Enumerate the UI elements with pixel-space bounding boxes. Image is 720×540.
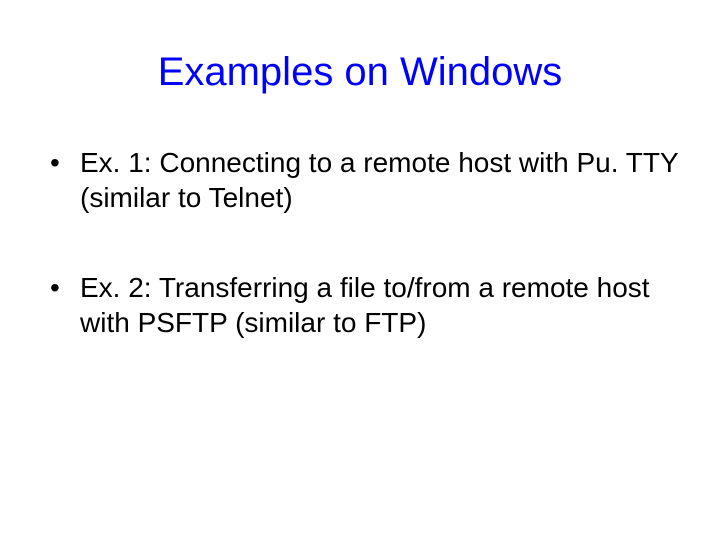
- bullet-item: Ex. 1: Connecting to a remote host with …: [50, 145, 680, 215]
- slide-title: Examples on Windows: [40, 50, 680, 95]
- bullet-list: Ex. 1: Connecting to a remote host with …: [40, 145, 680, 340]
- bullet-item: Ex. 2: Transferring a file to/from a rem…: [50, 270, 680, 340]
